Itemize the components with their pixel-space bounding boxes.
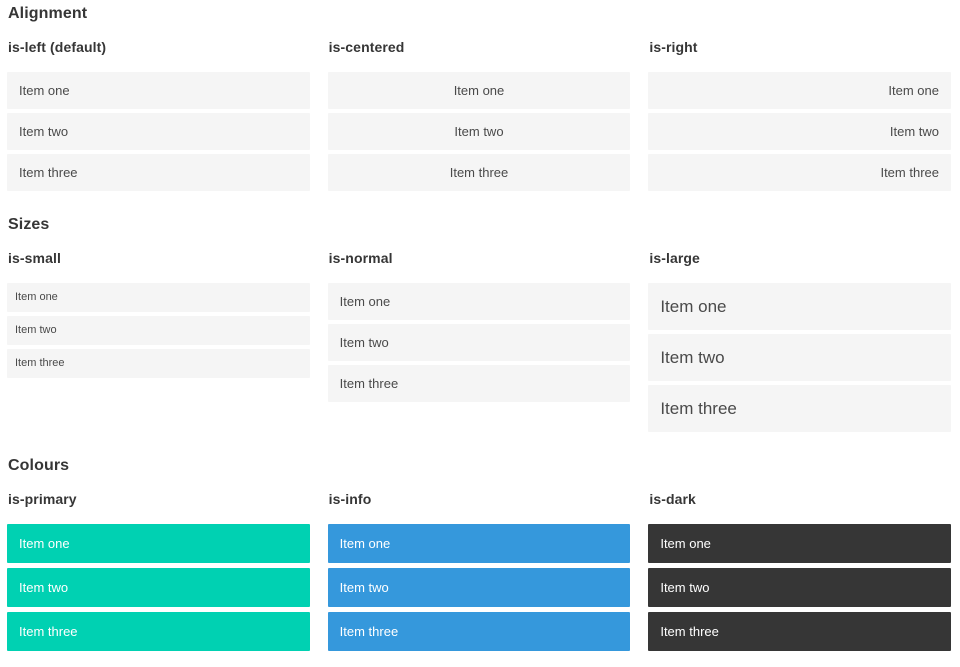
list-item: Item one: [7, 524, 310, 563]
list-item: Item three: [327, 365, 631, 402]
list-item: Item two: [648, 113, 951, 150]
demo-list-large: Item one Item two Item three: [648, 283, 951, 432]
variant-column-is-right: is-right Item one Item two Item three: [648, 40, 951, 195]
list-item: Item three: [7, 349, 310, 378]
list-item: Item three: [648, 612, 951, 651]
variant-column-is-normal: is-normal Item one Item two Item three: [327, 250, 631, 406]
component-demo-page: Alignment is-left (default) Item one Ite…: [7, 6, 951, 656]
variant-column-is-info: is-info Item one Item two Item three: [327, 491, 631, 656]
demo-list-right: Item one Item two Item three: [648, 72, 951, 191]
sizes-grid: is-small Item one Item two Item three is…: [7, 251, 951, 436]
list-item: Item three: [648, 154, 951, 191]
variant-label-is-small: is-small: [8, 250, 61, 266]
demo-list-primary: Item one Item two Item three: [7, 524, 310, 651]
list-item: Item two: [648, 568, 951, 607]
section-alignment: Alignment is-left (default) Item one Ite…: [7, 6, 951, 195]
list-item: Item one: [648, 283, 951, 330]
demo-list-info: Item one Item two Item three: [327, 524, 631, 651]
alignment-grid: is-left (default) Item one Item two Item…: [7, 40, 951, 195]
variant-label-is-info: is-info: [328, 491, 372, 507]
list-item: Item one: [327, 72, 631, 109]
variant-column-is-small: is-small Item one Item two Item three: [7, 251, 310, 382]
colours-grid: is-primary Item one Item two Item three …: [7, 492, 951, 656]
list-item: Item three: [648, 385, 951, 432]
list-item: Item three: [327, 612, 631, 651]
list-item: Item three: [7, 154, 310, 191]
list-item: Item two: [327, 568, 631, 607]
demo-list-centered: Item one Item two Item three: [327, 72, 631, 191]
demo-list-normal: Item one Item two Item three: [327, 283, 631, 402]
section-title-colours: Colours: [8, 457, 70, 474]
variant-label-is-dark: is-dark: [649, 491, 696, 507]
variant-column-is-primary: is-primary Item one Item two Item three: [7, 492, 310, 656]
variant-label-is-right: is-right: [649, 39, 698, 55]
variant-label-is-large: is-large: [649, 250, 700, 266]
section-sizes: Sizes is-small Item one Item two Item th…: [7, 217, 951, 436]
list-item: Item two: [7, 316, 310, 345]
list-item: Item two: [327, 324, 631, 361]
variant-label-is-centered: is-centered: [328, 39, 405, 55]
demo-list-dark: Item one Item two Item three: [648, 524, 951, 651]
list-item: Item one: [327, 283, 631, 320]
demo-list-left: Item one Item two Item three: [7, 72, 310, 191]
section-title-sizes: Sizes: [8, 216, 50, 233]
variant-column-is-large: is-large Item one Item two Item three: [648, 251, 951, 436]
list-item: Item two: [327, 113, 631, 150]
list-item: Item two: [7, 568, 310, 607]
list-item: Item one: [648, 524, 951, 563]
list-item: Item three: [327, 154, 631, 191]
variant-label-is-primary: is-primary: [8, 491, 77, 507]
list-item: Item one: [7, 72, 310, 109]
variant-label-is-normal: is-normal: [328, 250, 393, 266]
variant-column-is-left: is-left (default) Item one Item two Item…: [7, 40, 310, 195]
list-item: Item two: [648, 334, 951, 381]
list-item: Item three: [7, 612, 310, 651]
section-colours: Colours is-primary Item one Item two Ite…: [7, 458, 951, 656]
list-item: Item one: [7, 283, 310, 312]
variant-column-is-dark: is-dark Item one Item two Item three: [648, 492, 951, 656]
list-item: Item one: [648, 72, 951, 109]
variant-column-is-centered: is-centered Item one Item two Item three: [327, 39, 631, 195]
demo-list-small: Item one Item two Item three: [7, 283, 310, 378]
list-item: Item two: [7, 113, 310, 150]
variant-label-is-left: is-left (default): [8, 39, 107, 55]
section-title-alignment: Alignment: [8, 5, 88, 22]
list-item: Item one: [327, 524, 631, 563]
